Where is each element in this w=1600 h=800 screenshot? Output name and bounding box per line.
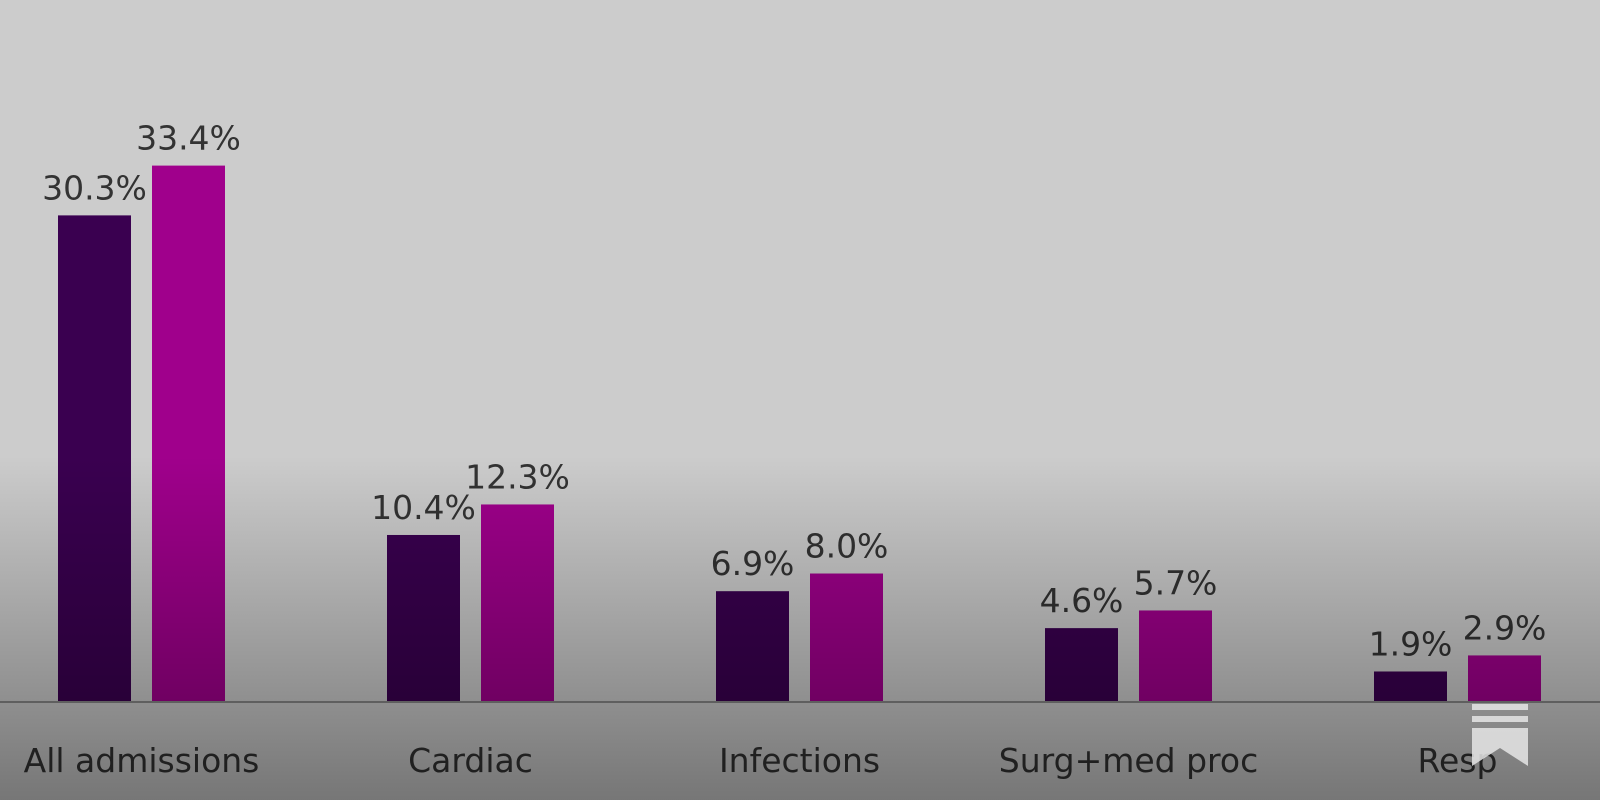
bar [810, 573, 883, 702]
bar [1045, 628, 1118, 702]
value-label: 5.7% [1134, 563, 1218, 602]
bar [1139, 610, 1212, 702]
value-label: 4.6% [1040, 581, 1124, 620]
value-label: 8.0% [805, 527, 889, 566]
bar [716, 591, 789, 702]
value-label: 2.9% [1463, 608, 1547, 647]
value-label: 1.9% [1369, 624, 1453, 663]
value-label: 6.9% [711, 544, 795, 583]
bar [387, 534, 460, 702]
x-tick-label: Surg+med proc [999, 741, 1258, 780]
value-label: 33.4% [136, 119, 241, 158]
value-label: 10.4% [371, 488, 476, 527]
bar [1468, 655, 1541, 702]
value-label: 12.3% [465, 457, 570, 496]
bookmark-icon [1472, 704, 1528, 766]
x-tick-label: Cardiac [408, 741, 533, 780]
x-tick-label: Infections [719, 741, 880, 780]
value-label: 30.3% [42, 168, 147, 207]
bar [58, 215, 131, 702]
bar [152, 165, 225, 702]
bar [481, 504, 554, 702]
bar [1374, 671, 1447, 702]
x-tick-label: All admissions [24, 741, 260, 780]
